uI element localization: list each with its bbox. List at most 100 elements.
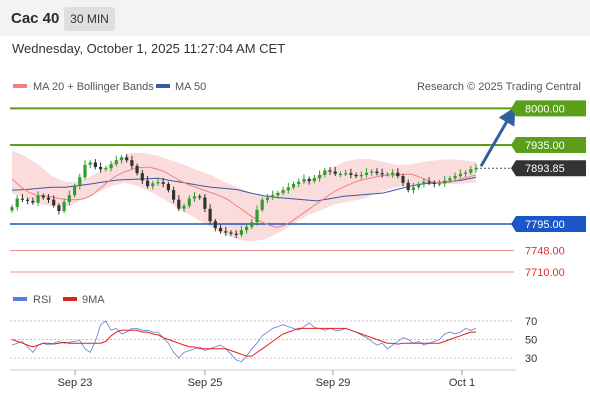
candle-body — [344, 173, 348, 175]
candle-body — [396, 172, 400, 177]
candle — [364, 168, 369, 178]
target-arrow-line — [479, 106, 516, 167]
ma20-legend-swatch — [13, 84, 27, 88]
candle-body — [312, 178, 316, 182]
candle-body — [20, 198, 24, 200]
candle-body — [177, 199, 181, 209]
candle-body — [234, 233, 238, 235]
rsi-tick-label: 50 — [525, 335, 537, 347]
candle — [385, 172, 389, 177]
candle-body — [62, 202, 66, 211]
candle — [427, 177, 431, 186]
x-tick-label: Sep 23 — [58, 377, 93, 389]
level-lines — [10, 107, 514, 273]
candle — [166, 181, 170, 193]
rsi-legend-label: RSI — [33, 294, 51, 306]
rsi-tick-label: 30 — [525, 353, 537, 365]
rsi-ma-legend-label: 9MA — [82, 294, 105, 306]
candle-body — [93, 162, 97, 167]
current-label-text: 7893.85 — [525, 163, 565, 175]
candle-body — [46, 197, 51, 200]
candle — [276, 190, 280, 199]
candle — [396, 168, 400, 179]
candle-body — [26, 199, 30, 201]
chart-header: Cac 40 30 MIN — [0, 0, 590, 36]
candle — [432, 180, 436, 188]
candle — [156, 178, 160, 186]
candle — [229, 230, 233, 236]
candle — [224, 226, 228, 236]
candle — [469, 165, 473, 175]
candle-body — [104, 168, 108, 170]
candle — [208, 204, 212, 224]
candle — [422, 178, 426, 188]
ma20-legend-label: MA 20 + Bollinger Bands — [33, 81, 154, 93]
candle — [333, 167, 337, 177]
candle — [130, 155, 134, 170]
candle — [99, 162, 103, 173]
candle — [135, 163, 139, 176]
candle-body — [385, 174, 389, 176]
candle — [213, 218, 217, 232]
candle — [15, 195, 19, 211]
candle — [192, 191, 197, 202]
candle-body — [323, 170, 327, 175]
candle — [401, 173, 405, 187]
candle-body — [375, 171, 379, 174]
candle-body — [172, 190, 176, 200]
candle-body — [364, 172, 369, 175]
candle-body — [437, 183, 442, 185]
rsi-ma-line — [11, 327, 476, 357]
candle — [458, 169, 462, 179]
candle — [302, 174, 306, 184]
candle — [312, 174, 316, 184]
timeframe-badge[interactable]: 30 MIN — [64, 7, 115, 31]
candle-body — [15, 198, 19, 208]
candle — [443, 176, 447, 187]
x-tick-label: Sep 29 — [316, 377, 351, 389]
candle-body — [370, 171, 374, 173]
level-labels: 8000.00 7935.00 7893.85 7795.00 7748.00 7710.… — [511, 100, 586, 279]
candle-body — [417, 183, 421, 188]
candle-body — [391, 172, 395, 175]
candle-body — [67, 195, 71, 202]
candle-body — [213, 221, 217, 228]
support-price-label: 7748.00 — [525, 246, 565, 258]
candle-body — [187, 198, 191, 206]
ma50-legend-label: MA 50 — [175, 81, 206, 93]
ma50-line — [11, 176, 477, 202]
candle-body — [474, 168, 478, 170]
candle — [417, 181, 421, 190]
support-price-label: 7710.00 — [525, 267, 565, 279]
candle — [239, 225, 243, 237]
candle-body — [469, 169, 473, 173]
candle-body — [182, 205, 186, 209]
candle — [281, 186, 285, 196]
candle — [260, 197, 264, 213]
candle — [52, 195, 56, 208]
candle — [411, 182, 415, 194]
candle — [146, 176, 150, 189]
candle-body — [166, 183, 170, 191]
candle — [448, 176, 452, 183]
candle-body — [245, 226, 249, 231]
candle-body — [140, 173, 144, 181]
candle-body — [333, 171, 337, 174]
candle-body — [453, 176, 457, 179]
candle — [255, 205, 259, 226]
x-axis: Sep 23 Sep 25 Sep 29 Oct 1 — [58, 370, 475, 389]
candle — [46, 194, 51, 204]
candle-body — [130, 160, 134, 166]
candle — [182, 203, 186, 213]
candle — [177, 195, 181, 212]
pivot-price-label: 7795.00 — [511, 216, 586, 232]
candle-body — [380, 173, 384, 175]
candle-body — [151, 183, 155, 187]
candle — [391, 169, 395, 178]
candle-body — [156, 182, 160, 184]
candle — [286, 182, 290, 194]
candle — [453, 172, 457, 182]
candle-body — [458, 173, 462, 177]
target-label-box — [511, 100, 586, 117]
